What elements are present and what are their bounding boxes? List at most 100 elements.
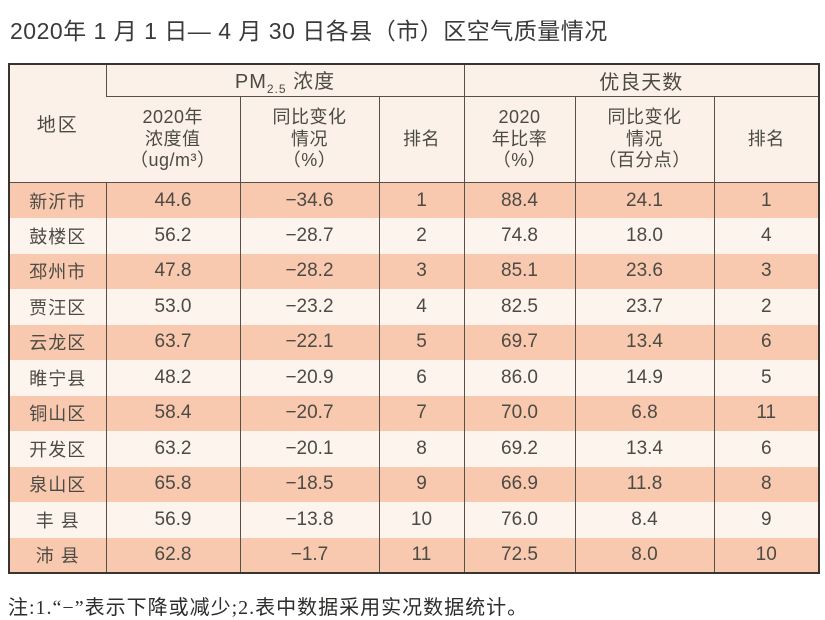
footnote: 注:1.“−”表示下降或减少;2.表中数据采用实况数据统计。 <box>8 597 529 619</box>
pm-value-cell: 56.9 <box>105 502 240 538</box>
table-row: 丰 县 56.9 −13.8 10 76.0 8.4 9 <box>9 502 819 538</box>
column-header-pm-value: 2020年 浓度值 （ug/m³） <box>106 96 240 183</box>
goodday-change-cell: 11.8 <box>574 466 714 502</box>
region-cell: 开发区 <box>29 439 87 460</box>
goodday-change-cell: 13.4 <box>574 324 714 360</box>
pm25-label-prefix: PM <box>234 71 267 93</box>
region-cell: 邳州市 <box>29 262 87 283</box>
goodday-rank-cell: 2 <box>713 289 819 325</box>
column-header-goodday-ratio: 2020 年比率 （%） <box>463 96 575 183</box>
pm-rank-cell: 3 <box>378 253 464 289</box>
goodday-rank-cell: 8 <box>713 466 819 502</box>
table-row: 新沂市 44.6 −34.6 1 88.4 24.1 1 <box>9 182 819 218</box>
pm-value-cell: 48.2 <box>105 360 240 396</box>
pm-rank-cell: 8 <box>378 431 464 467</box>
goodday-ratio-cell: 69.7 <box>463 324 575 360</box>
pm-change-cell: −23.2 <box>239 289 379 325</box>
region-cell: 云龙区 <box>29 333 87 354</box>
goodday-ratio-cell: 69.2 <box>463 431 575 467</box>
pm-value-cell: 63.7 <box>105 324 240 360</box>
column-group-pm25: PM2.5 浓度 <box>105 64 464 97</box>
table-row: 鼓楼区 56.2 −28.7 2 74.8 18.0 4 <box>9 218 819 254</box>
pm-rank-cell: 7 <box>378 395 464 431</box>
table-row: 贾汪区 53.0 −23.2 4 82.5 23.7 2 <box>9 289 819 325</box>
table-row: 邳州市 47.8 −28.2 3 85.1 23.6 3 <box>9 253 819 289</box>
air-quality-table: 地区 PM2.5 浓度 优良天数 2020年 浓度值 （ug/m³） 同比变化 … <box>8 63 820 574</box>
column-header-region: 地区 <box>9 64 106 183</box>
pm-rank-cell: 4 <box>378 289 464 325</box>
goodday-rank-cell: 3 <box>713 253 819 289</box>
goodday-change-cell: 6.8 <box>574 395 714 431</box>
pm-change-cell: −18.5 <box>239 466 379 502</box>
region-cell: 泉山区 <box>29 475 87 496</box>
goodday-ratio-cell: 86.0 <box>463 360 575 396</box>
region-cell: 沛 县 <box>35 545 80 566</box>
pm-rank-cell: 9 <box>378 466 464 502</box>
region-cell: 鼓楼区 <box>29 226 87 247</box>
pm-rank-cell: 11 <box>378 537 464 573</box>
goodday-change-cell: 8.0 <box>574 537 714 573</box>
table-body: 新沂市 44.6 −34.6 1 88.4 24.1 1 鼓楼区 56.2 −2… <box>9 182 819 573</box>
region-cell: 新沂市 <box>29 191 87 212</box>
header-sub-row: 2020年 浓度值 （ug/m³） 同比变化 情况 （%） 排名 2020 年比… <box>9 96 819 183</box>
column-group-good-days: 优良天数 <box>463 64 819 97</box>
column-header-goodday-rank: 排名 <box>713 96 819 183</box>
pm-change-cell: −20.7 <box>239 395 379 431</box>
table-row: 沛 县 62.8 −1.7 11 72.5 8.0 10 <box>9 537 819 573</box>
pm-value-cell: 56.2 <box>105 218 240 254</box>
column-header-pm-rank: 排名 <box>378 96 464 183</box>
pm-change-cell: −28.7 <box>239 218 379 254</box>
goodday-change-cell: 14.9 <box>574 360 714 396</box>
pm-value-cell: 63.2 <box>105 431 240 467</box>
goodday-ratio-cell: 88.4 <box>463 182 575 218</box>
pm-change-cell: −28.2 <box>239 253 379 289</box>
table-row: 泉山区 65.8 −18.5 9 66.9 11.8 8 <box>9 466 819 502</box>
page: 2020年 1 月 1 日— 4 月 30 日各县（市）区空气质量情况 地区 P… <box>0 12 825 620</box>
pm-change-cell: −22.1 <box>239 324 379 360</box>
header-group-row: 地区 PM2.5 浓度 优良天数 <box>9 64 819 183</box>
pm-change-cell: −1.7 <box>239 537 379 573</box>
pm25-label-subscript: 2.5 <box>266 82 287 96</box>
pm-value-cell: 53.0 <box>105 289 240 325</box>
pm-change-cell: −20.1 <box>239 431 379 467</box>
goodday-ratio-cell: 74.8 <box>463 218 575 254</box>
goodday-rank-cell: 6 <box>713 324 819 360</box>
pm-change-cell: −13.8 <box>239 502 379 538</box>
table-row: 铜山区 58.4 −20.7 7 70.0 6.8 11 <box>9 395 819 431</box>
pm-rank-cell: 2 <box>378 218 464 254</box>
goodday-ratio-cell: 70.0 <box>463 395 575 431</box>
pm-value-cell: 44.6 <box>105 182 240 218</box>
pm-value-cell: 58.4 <box>105 395 240 431</box>
table-header: 地区 PM2.5 浓度 优良天数 2020年 浓度值 （ug/m³） 同比变化 … <box>9 64 819 183</box>
goodday-change-cell: 23.6 <box>574 253 714 289</box>
pm25-label-suffix: 浓度 <box>286 71 336 93</box>
pm-change-cell: −34.6 <box>239 182 379 218</box>
region-cell: 丰 县 <box>35 510 80 531</box>
goodday-change-cell: 18.0 <box>574 218 714 254</box>
pm-value-cell: 62.8 <box>105 537 240 573</box>
page-title: 2020年 1 月 1 日— 4 月 30 日各县（市）区空气质量情况 <box>10 18 608 44</box>
pm-rank-cell: 6 <box>378 360 464 396</box>
goodday-ratio-cell: 85.1 <box>463 253 575 289</box>
goodday-change-cell: 23.7 <box>574 289 714 325</box>
column-header-goodday-change: 同比变化 情况 （百分点） <box>574 96 714 183</box>
pm-rank-cell: 1 <box>378 182 464 218</box>
goodday-change-cell: 24.1 <box>574 182 714 218</box>
goodday-ratio-cell: 72.5 <box>463 537 575 573</box>
goodday-rank-cell: 10 <box>713 537 819 573</box>
goodday-rank-cell: 1 <box>713 182 819 218</box>
table-row: 睢宁县 48.2 −20.9 6 86.0 14.9 5 <box>9 360 819 396</box>
goodday-change-cell: 8.4 <box>574 502 714 538</box>
pm-change-cell: −20.9 <box>239 360 379 396</box>
goodday-rank-cell: 6 <box>713 431 819 467</box>
goodday-rank-cell: 9 <box>713 502 819 538</box>
column-header-pm-change: 同比变化 情况 （%） <box>239 96 379 183</box>
goodday-ratio-cell: 82.5 <box>463 289 575 325</box>
goodday-rank-cell: 11 <box>713 395 819 431</box>
pm-value-cell: 65.8 <box>105 466 240 502</box>
goodday-ratio-cell: 66.9 <box>463 466 575 502</box>
goodday-rank-cell: 4 <box>713 218 819 254</box>
goodday-rank-cell: 5 <box>713 360 819 396</box>
table-row: 云龙区 63.7 −22.1 5 69.7 13.4 6 <box>9 324 819 360</box>
region-cell: 贾汪区 <box>29 297 87 318</box>
